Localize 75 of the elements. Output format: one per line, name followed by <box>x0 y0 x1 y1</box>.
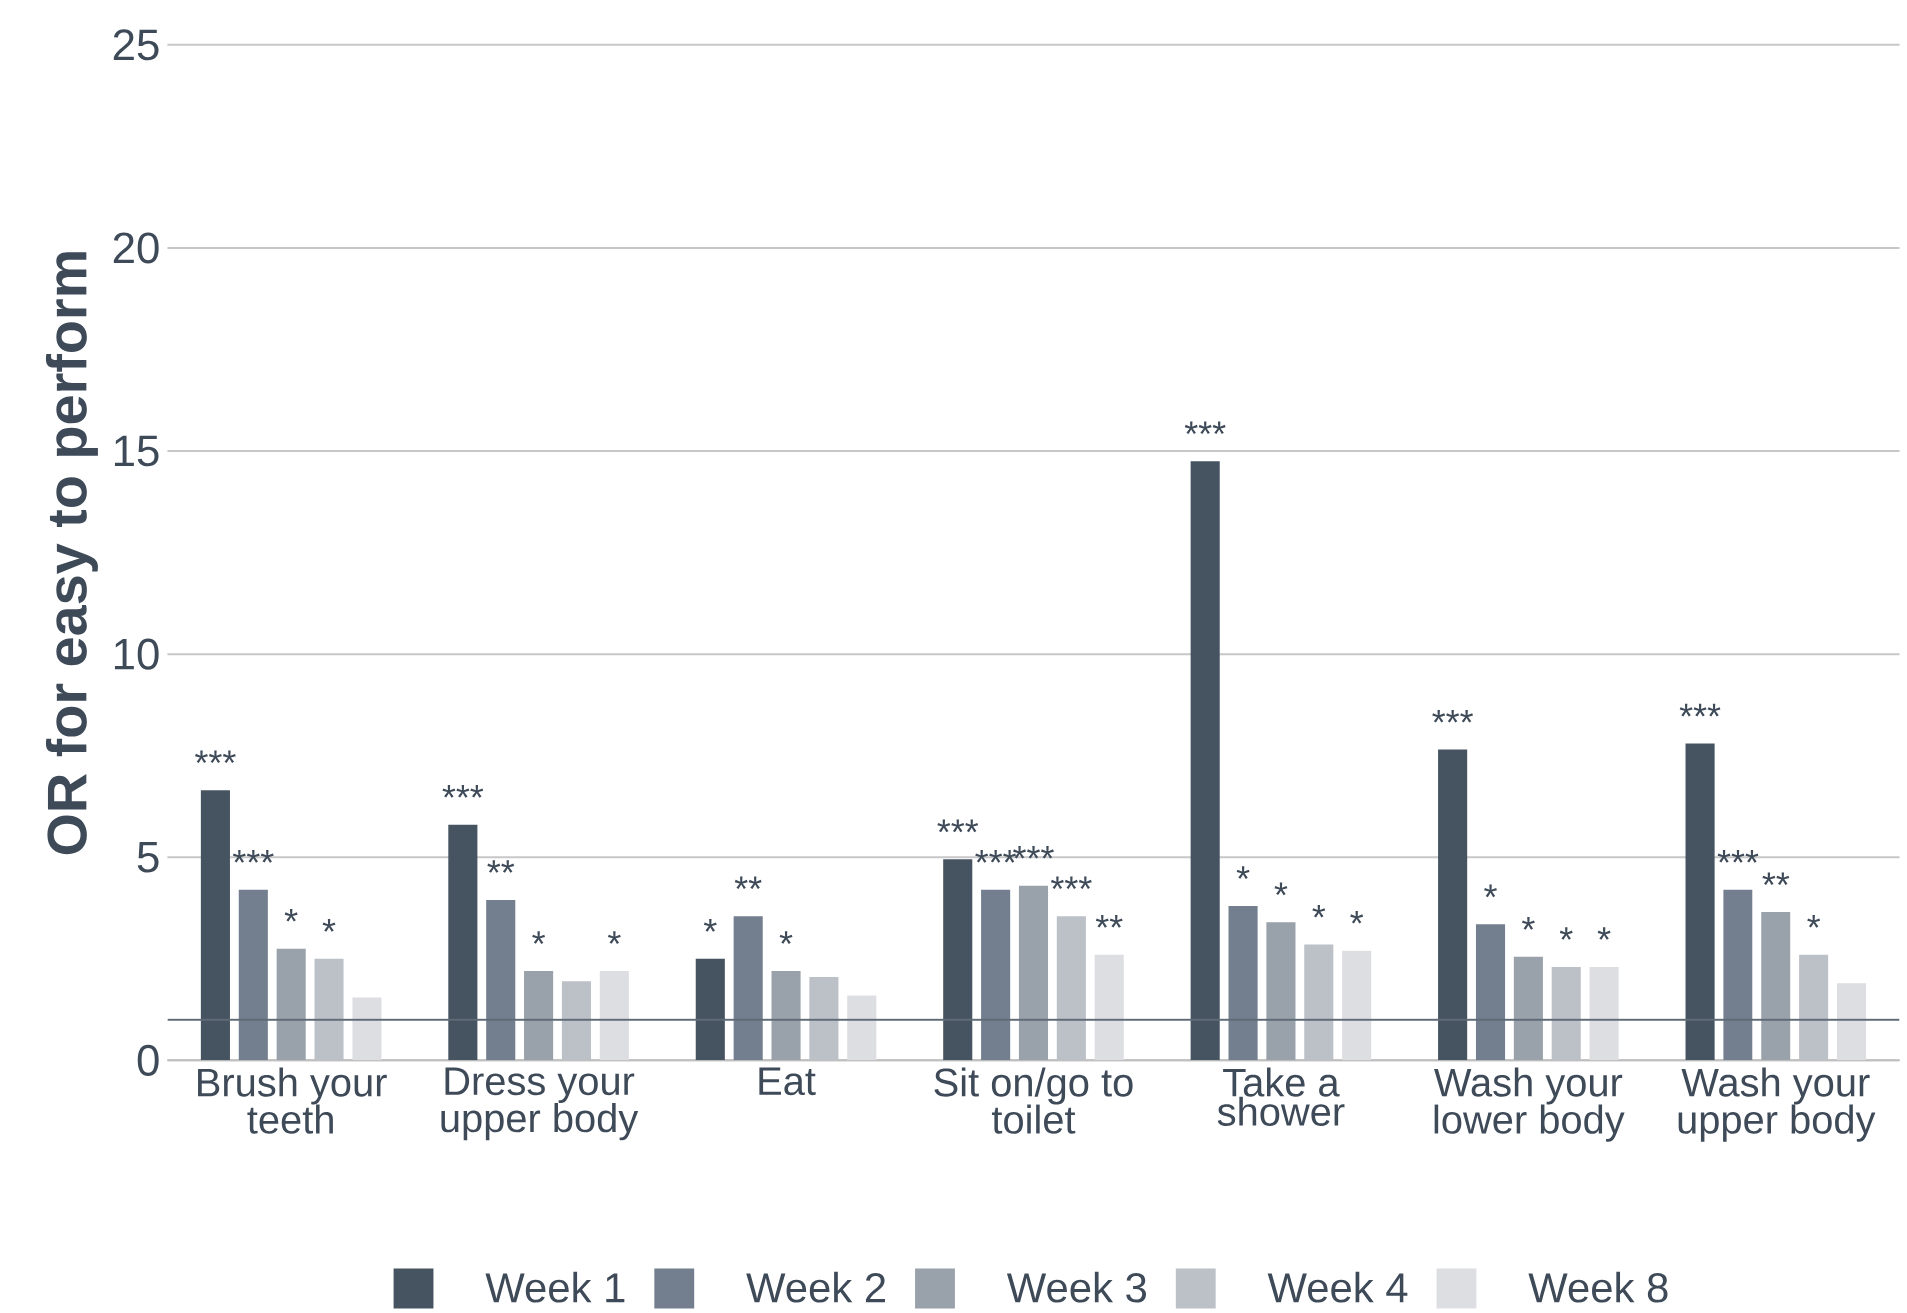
y-tick-label: 10 <box>114 638 159 670</box>
bar <box>1513 956 1543 1061</box>
bar <box>695 958 725 1061</box>
y-tick-label: 15 <box>114 435 159 467</box>
x-tick-label: Brush your teeth <box>198 1067 387 1134</box>
data-label: ** <box>487 860 515 873</box>
legend-label: Week 1 <box>485 1271 625 1303</box>
data-label: * <box>1484 884 1497 898</box>
x-tick-label: Wash your lower body <box>1434 1067 1625 1142</box>
data-label: * <box>1274 882 1288 896</box>
x-tick-label: Wash your upper body <box>1678 1067 1876 1142</box>
data-label: *** <box>195 750 236 764</box>
data-label: * <box>1807 914 1821 928</box>
bar <box>1723 889 1753 1061</box>
data-label: * <box>779 931 793 944</box>
data-label: * <box>1236 866 1250 879</box>
bar <box>943 859 973 1061</box>
x-tick-label: Sit on/go to toilet <box>934 1067 1133 1134</box>
data-label: * <box>1312 904 1326 918</box>
bar <box>486 899 516 1061</box>
bar <box>1228 905 1258 1061</box>
data-label: *** <box>1717 849 1759 863</box>
bar <box>847 995 877 1061</box>
data-label: * <box>607 931 621 944</box>
data-label: *** <box>937 819 979 833</box>
data-label: ** <box>1762 872 1790 885</box>
bar <box>981 889 1011 1061</box>
y-tick-label: 5 <box>137 841 159 873</box>
bar <box>1094 954 1124 1061</box>
data-label: *** <box>232 849 274 863</box>
data-label: *** <box>1432 709 1474 723</box>
bar <box>448 824 478 1061</box>
x-tick-label: Dress your upper body <box>441 1067 639 1141</box>
bar <box>200 790 230 1061</box>
data-label: * <box>1559 927 1573 940</box>
data-label: * <box>1597 927 1611 940</box>
bar <box>733 916 763 1061</box>
data-label: *** <box>1184 421 1226 435</box>
bar <box>1018 885 1049 1061</box>
bar <box>1837 983 1867 1061</box>
bar <box>1190 461 1220 1061</box>
bar <box>1266 922 1296 1061</box>
bar <box>524 970 554 1061</box>
data-label: * <box>1350 910 1364 924</box>
bar <box>238 889 268 1061</box>
data-label: *** <box>1050 876 1092 889</box>
legend-label: Week 8 <box>1528 1271 1668 1303</box>
y-tick-label: 0 <box>137 1044 159 1076</box>
bar <box>1589 966 1619 1061</box>
data-label: * <box>322 919 336 932</box>
bar <box>771 970 801 1061</box>
data-label: ** <box>1095 914 1123 928</box>
legend-label: Week 4 <box>1267 1271 1408 1303</box>
y-tick-label: 20 <box>113 232 159 264</box>
bar <box>276 948 306 1061</box>
legend-label: Week 3 <box>1006 1271 1147 1303</box>
y-axis-title: OR for easy to perform <box>45 252 98 855</box>
data-label: * <box>1521 917 1535 930</box>
bar <box>599 970 629 1061</box>
bar <box>1342 950 1372 1061</box>
data-label: * <box>284 908 298 922</box>
bar <box>1475 924 1506 1061</box>
data-label: *** <box>442 784 484 798</box>
data-label: * <box>532 931 546 944</box>
bar <box>352 997 382 1061</box>
bar <box>1761 912 1791 1061</box>
x-tick-label: Eat <box>759 1067 816 1096</box>
data-label: *** <box>1679 703 1721 717</box>
y-tick-label: 25 <box>113 29 159 61</box>
legend-label: Week 2 <box>746 1271 885 1303</box>
data-label: * <box>703 919 717 932</box>
x-tick-label: Take a shower <box>1217 1067 1345 1126</box>
bar <box>1438 749 1468 1061</box>
data-label: ** <box>734 876 762 889</box>
bar <box>1685 743 1715 1061</box>
